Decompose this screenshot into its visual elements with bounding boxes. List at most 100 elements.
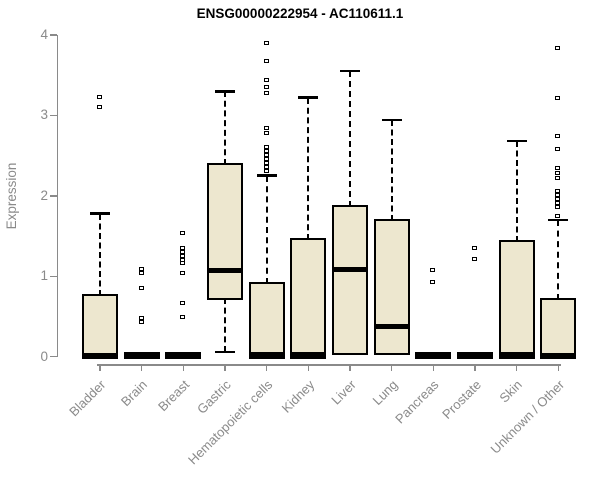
outlier-point-hematopoietic-cells bbox=[263, 157, 269, 162]
median-kidney bbox=[290, 351, 327, 357]
x-tick-label-skin: Skin bbox=[496, 377, 526, 406]
y-axis-tick bbox=[49, 114, 57, 117]
whisker-high-hematopoietic-cells bbox=[265, 175, 268, 285]
x-axis-tick bbox=[182, 364, 185, 371]
outlier-point-hematopoietic-cells bbox=[263, 165, 269, 170]
outlier-point-bladder bbox=[97, 95, 102, 100]
y-axis-tick bbox=[49, 355, 57, 358]
whisker-cap-high-liver bbox=[340, 69, 361, 73]
box-bladder bbox=[82, 294, 118, 359]
x-axis-tick bbox=[515, 364, 518, 371]
y-axis-tick bbox=[49, 34, 57, 36]
outlier-point-unknown-other bbox=[555, 201, 561, 206]
whisker-cap-high-kidney bbox=[298, 96, 319, 99]
whisker-high-gastric bbox=[224, 91, 226, 166]
x-axis-line bbox=[97, 364, 562, 366]
whisker-low-gastric bbox=[224, 297, 226, 352]
box-skin bbox=[498, 239, 535, 359]
outlier-point-unknown-other bbox=[555, 147, 561, 152]
outlier-point-unknown-other bbox=[555, 176, 561, 181]
box-liver bbox=[332, 205, 369, 355]
x-axis-tick bbox=[224, 364, 226, 371]
x-tick-label-breast: Breast bbox=[154, 377, 192, 415]
x-tick-label-kidney: Kidney bbox=[278, 377, 317, 416]
outlier-point-hematopoietic-cells bbox=[263, 145, 269, 150]
outlier-point-unknown-other bbox=[555, 193, 561, 198]
outlier-point-breast bbox=[180, 250, 186, 255]
whisker-cap-low-gastric bbox=[215, 350, 235, 354]
median-liver bbox=[332, 267, 369, 273]
y-tick-label: 2 bbox=[40, 187, 48, 203]
outlier-point-brain bbox=[138, 319, 144, 324]
box-kidney bbox=[290, 238, 327, 359]
median-gastric bbox=[207, 268, 243, 274]
x-axis-tick bbox=[99, 364, 101, 371]
y-tick-label: 0 bbox=[40, 348, 48, 364]
y-axis-label: Expression bbox=[4, 162, 19, 230]
x-tick-label-pancreas: Pancreas bbox=[392, 377, 442, 427]
outlier-point-hematopoietic-cells bbox=[263, 153, 269, 158]
outlier-point-bladder bbox=[97, 104, 102, 109]
outlier-point-unknown-other bbox=[555, 46, 561, 51]
y-axis-tick bbox=[49, 275, 57, 278]
x-tick-label-liver: Liver bbox=[328, 377, 359, 408]
median-skin bbox=[498, 351, 535, 357]
y-tick-label: 3 bbox=[40, 107, 48, 123]
outlier-point-hematopoietic-cells bbox=[263, 78, 269, 83]
whisker-cap-high-gastric bbox=[215, 90, 235, 93]
box-lung bbox=[373, 218, 410, 356]
outlier-point-unknown-other bbox=[555, 189, 561, 194]
whisker-high-lung bbox=[390, 120, 393, 221]
outlier-point-hematopoietic-cells bbox=[263, 41, 269, 46]
x-axis-tick bbox=[140, 364, 143, 371]
whisker-cap-high-skin bbox=[506, 139, 527, 143]
x-axis-tick bbox=[432, 364, 435, 371]
x-tick-label-bladder: Bladder bbox=[66, 377, 109, 420]
outlier-point-unknown-other bbox=[555, 165, 561, 170]
x-axis-tick bbox=[265, 364, 268, 371]
outlier-point-unknown-other bbox=[555, 170, 561, 175]
y-tick-label: 4 bbox=[40, 26, 48, 42]
outlier-point-unknown-other bbox=[555, 96, 561, 101]
x-axis-tick bbox=[557, 364, 560, 371]
whisker-high-skin bbox=[515, 141, 518, 242]
x-axis-tick bbox=[307, 364, 310, 371]
outlier-point-breast bbox=[180, 246, 186, 251]
median-brain bbox=[123, 352, 160, 358]
whisker-high-bladder bbox=[99, 213, 101, 297]
x-tick-label-gastric: Gastric bbox=[193, 377, 234, 417]
outlier-point-brain bbox=[138, 285, 144, 290]
outlier-point-brain bbox=[138, 266, 144, 271]
whisker-cap-high-hematopoietic-cells bbox=[256, 174, 277, 177]
outlier-point-breast bbox=[180, 260, 186, 265]
chart-title: ENSG00000222954 - AC110611.1 bbox=[196, 6, 404, 21]
whisker-cap-high-bladder bbox=[90, 212, 110, 215]
outlier-point-brain bbox=[138, 270, 144, 275]
outlier-point-unknown-other bbox=[555, 197, 561, 202]
y-tick-label: 1 bbox=[40, 268, 48, 284]
box-unknown-other bbox=[540, 298, 577, 359]
median-prostate bbox=[457, 352, 494, 358]
outlier-point-hematopoietic-cells bbox=[263, 169, 269, 174]
x-tick-label-brain: Brain bbox=[118, 377, 151, 410]
median-unknown-other bbox=[540, 352, 577, 358]
box-gastric bbox=[207, 163, 243, 300]
outlier-point-unknown-other bbox=[555, 133, 561, 138]
outlier-point-prostate bbox=[472, 256, 478, 261]
outlier-point-hematopoietic-cells bbox=[263, 84, 269, 89]
outlier-point-unknown-other bbox=[555, 205, 561, 210]
outlier-point-hematopoietic-cells bbox=[263, 59, 269, 64]
whisker-high-liver bbox=[349, 71, 352, 208]
x-tick-label-unknown-other: Unknown / Other bbox=[487, 377, 567, 457]
median-pancreas bbox=[415, 352, 452, 358]
outlier-point-hematopoietic-cells bbox=[263, 131, 269, 136]
outlier-point-pancreas bbox=[430, 268, 436, 273]
box-hematopoietic-cells bbox=[248, 282, 285, 359]
outlier-point-prostate bbox=[472, 246, 478, 251]
x-tick-label-lung: Lung bbox=[369, 377, 401, 409]
outlier-point-hematopoietic-cells bbox=[263, 161, 269, 166]
outlier-point-hematopoietic-cells bbox=[263, 149, 269, 154]
outlier-point-breast bbox=[180, 301, 186, 306]
outlier-point-breast bbox=[180, 314, 186, 319]
